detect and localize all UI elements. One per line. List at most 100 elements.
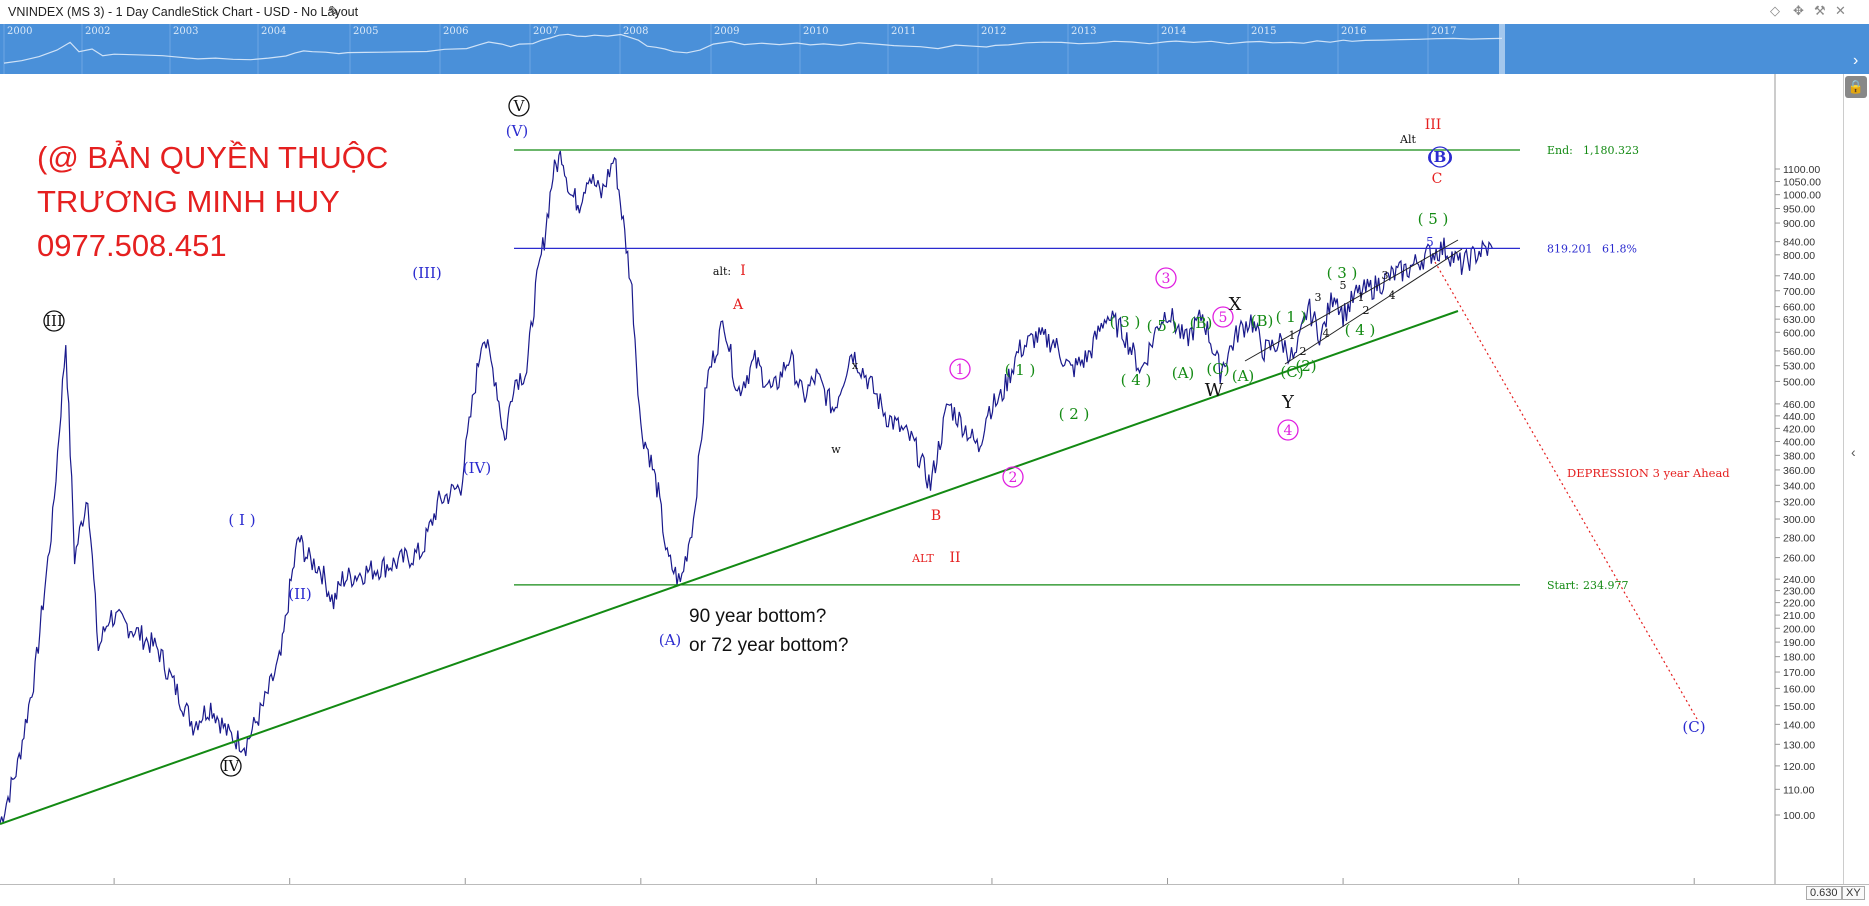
overview-year-label: 2004: [261, 26, 286, 37]
close-icon[interactable]: ✕: [1835, 3, 1846, 18]
price-series-line: [0, 150, 1493, 824]
y-tick-label: 660.00: [1783, 302, 1815, 314]
y-tick-label: 280.00: [1783, 533, 1815, 545]
scroll-right-icon[interactable]: ›: [1853, 52, 1859, 69]
right-sidebar: [1843, 74, 1869, 884]
wave-label: W: [1205, 380, 1224, 401]
long-term-trendline: [0, 310, 1459, 825]
y-tick-label: 170.00: [1783, 667, 1815, 679]
overview-year-label: 2000: [7, 26, 32, 37]
window-titlebar: VNINDEX (MS 3) - 1 Day CandleStick Chart…: [0, 0, 1869, 25]
y-tick-label: 120.00: [1783, 761, 1815, 773]
y-tick-label: 200.00: [1783, 623, 1815, 635]
y-tick-label: 440.00: [1783, 411, 1815, 423]
wave-label: w: [831, 443, 841, 456]
overview-year: 2013: [1067, 24, 1096, 74]
annotation-line-1: 90 year bottom?: [689, 606, 827, 627]
wave-label: B: [931, 508, 941, 524]
overview-year: 2015: [1247, 24, 1276, 74]
wave-label: ( 1 ): [1276, 308, 1307, 326]
wave-label: ( 4 ): [1121, 371, 1152, 389]
wave-label: 2: [1009, 470, 1018, 486]
wave-label: ( 3 ): [1110, 313, 1141, 331]
y-axis: 100.00 110.00 120.00 130.00 140.00 150.00 160.…: [1774, 74, 1821, 884]
xy-toggle[interactable]: XY: [1842, 886, 1865, 900]
wave-label: II: [949, 550, 960, 566]
wave-label: ( 1 ): [1005, 361, 1036, 379]
wave-label: (B): [1427, 148, 1454, 166]
wave-label-ring: [43, 310, 65, 332]
overview-year: 2008: [619, 24, 648, 74]
y-tick-label: 800.00: [1783, 250, 1815, 262]
scale-readout[interactable]: 0.630: [1806, 886, 1842, 900]
y-tick-label: 600.00: [1783, 327, 1815, 339]
pin-icon[interactable]: ✥: [1793, 3, 1804, 18]
y-tick-label: 380.00: [1783, 450, 1815, 462]
wave-label: A: [732, 297, 744, 313]
wave-label: (C): [1206, 360, 1229, 378]
wave-label-ring: [1429, 146, 1451, 168]
overview-year-label: 2015: [1251, 26, 1276, 37]
wave-label: 1: [1358, 291, 1365, 304]
pen-icon[interactable]: ✎: [328, 3, 340, 19]
overview-year: 2004: [257, 24, 286, 74]
overview-line: [3, 33, 1503, 64]
tools-icon[interactable]: ⚒: [1814, 3, 1826, 18]
wave-label: 5: [1219, 310, 1228, 326]
wave-label: ( 4 ): [1345, 321, 1376, 339]
wave-label: 2: [1363, 304, 1370, 317]
overview-year-label: 2003: [173, 26, 198, 37]
overview-navigator[interactable]: 2000 2002 2003 2004 2005 2006 2007 2008 2009 2010…: [0, 24, 1869, 74]
y-tick-label: 500.00: [1783, 376, 1815, 388]
y-tick-label: 300.00: [1783, 514, 1815, 526]
overview-year: 2002: [81, 24, 110, 74]
wave-label: (III): [412, 264, 441, 282]
overview-year: 2000: [3, 24, 32, 74]
overview-year-label: 2014: [1161, 26, 1186, 37]
fib-levels: End: 1,180.323 819.201 61.8% Start: 234.977: [514, 144, 1639, 592]
y-tick-label: 1100.00: [1783, 164, 1820, 176]
copyright-line-2: TRƯƠNG MINH HUY: [37, 184, 340, 219]
overview-year-label: 2010: [803, 26, 828, 37]
wave-label: III: [1425, 117, 1442, 133]
lock-icon[interactable]: 🔒: [1845, 76, 1867, 98]
overview-year: 2012: [977, 24, 1006, 74]
depression-text: DEPRESSION 3 year Ahead: [1567, 466, 1730, 480]
wave-label: 5: [1426, 235, 1434, 249]
main-chart[interactable]: 100.00 110.00 120.00 130.00 140.00 150.00 160.…: [0, 74, 1843, 905]
wave-label-ring: [508, 95, 530, 117]
wave-label: (2): [1295, 357, 1316, 375]
y-tick-label: 1050.00: [1783, 177, 1821, 189]
overview-year-label: 2013: [1071, 26, 1096, 37]
wave-label: ( I ): [228, 511, 255, 529]
wave-label-ring: [1155, 267, 1177, 289]
wave-label: Y: [1281, 392, 1295, 413]
diamond-icon[interactable]: ◇: [1770, 3, 1780, 18]
y-tick-label: 110.00: [1783, 784, 1814, 796]
wave-label-ring: [1002, 466, 1024, 488]
collapse-panel-icon[interactable]: ‹: [1851, 444, 1856, 460]
y-tick-label: 950.00: [1783, 203, 1815, 215]
overview-year: 2010: [799, 24, 828, 74]
overview-handle: [1499, 24, 1505, 74]
overview-year-label: 2002: [85, 26, 110, 37]
overview-year-label: 2017: [1431, 26, 1456, 37]
wave-label: (V): [506, 122, 529, 140]
wave-label: 3: [1382, 269, 1389, 282]
y-tick-label: 160.00: [1783, 683, 1815, 695]
copyright-notice: (@ BẢN QUYỀN THUỘC TRƯƠNG MINH HUY 0977.…: [37, 136, 388, 268]
y-tick-label: 220.00: [1783, 598, 1815, 610]
y-tick-label: 840.00: [1783, 237, 1815, 249]
wave-label: ( 5 ): [1418, 210, 1449, 228]
wave-labels: III V (V) (III) (IV) ( I ) (II) IV (A) alt: I Ax w B A…: [43, 95, 1706, 777]
y-tick-label: 420.00: [1783, 423, 1815, 435]
overview-year: 2005: [349, 24, 378, 74]
y-tick-label: 630.00: [1783, 314, 1815, 326]
wave-label: 4: [1389, 289, 1396, 302]
level-value: 1,180.323: [1583, 144, 1639, 157]
overview-year-label: 2012: [981, 26, 1006, 37]
wave-label: 4: [1323, 327, 1330, 340]
copyright-line-1: (@ BẢN QUYỀN THUỘC: [37, 140, 389, 175]
wave-label-ring: [1212, 306, 1234, 328]
wave-label: V: [513, 97, 526, 115]
